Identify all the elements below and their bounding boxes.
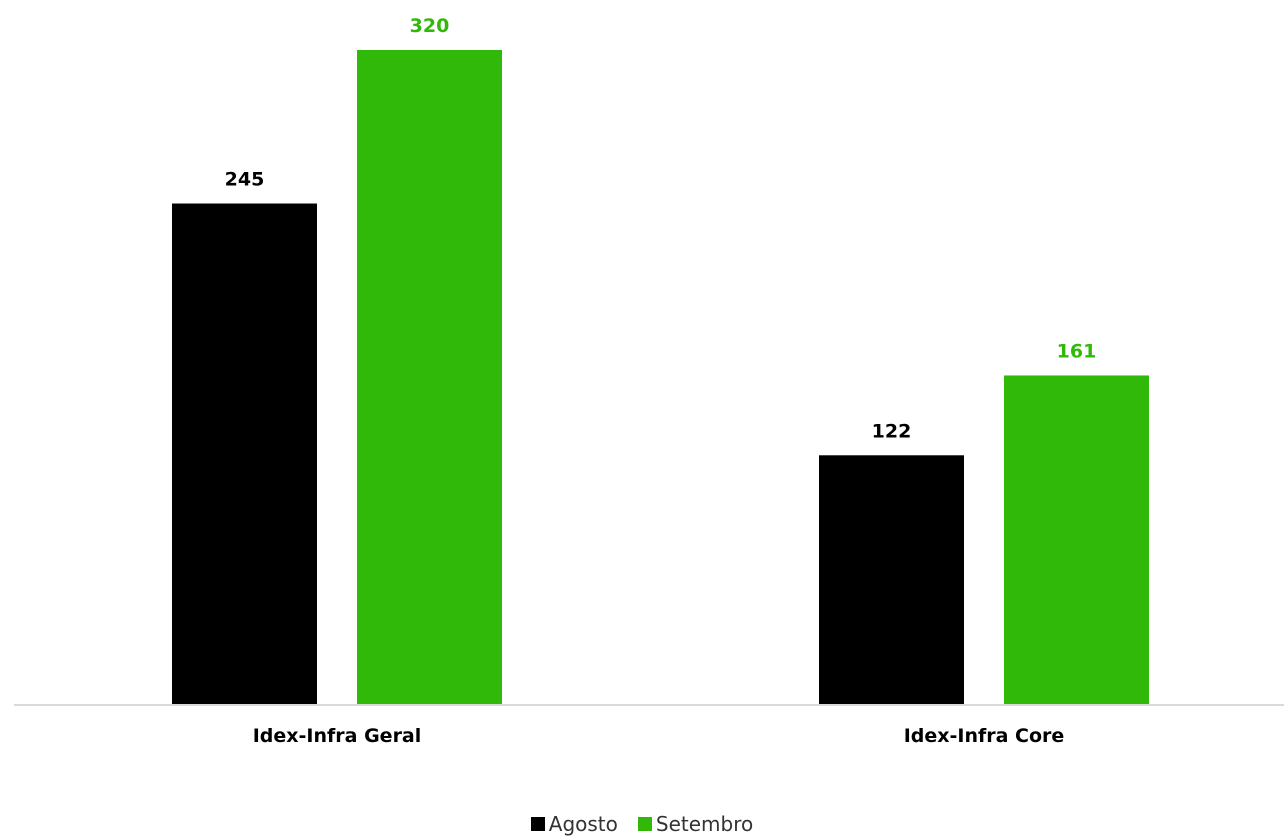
legend-label-setembro: Setembro	[655, 812, 754, 836]
category-labels-layer: Idex-Infra Geral Idex-Infra Core	[253, 725, 1065, 747]
legend-swatch-setembro	[637, 817, 652, 831]
category-label-idex-infra-core: Idex-Infra Core	[904, 725, 1065, 747]
category-label-idex-infra-geral: Idex-Infra Geral	[253, 725, 422, 747]
legend: Agosto Setembro	[0, 812, 1284, 836]
bar-agosto-idex-infra-geral	[172, 203, 317, 705]
legend-item-agosto: Agosto	[530, 812, 618, 836]
data-label-setembro-idex-infra-core: 161	[1057, 340, 1097, 362]
bar-setembro-idex-infra-core	[1004, 375, 1149, 705]
data-label-agosto-idex-infra-geral: 245	[225, 169, 265, 191]
legend-swatch-agosto	[530, 817, 545, 831]
legend-label-agosto: Agosto	[548, 812, 618, 836]
bar-agosto-idex-infra-core	[819, 455, 964, 705]
legend-item-setembro: Setembro	[637, 812, 754, 836]
bar-setembro-idex-infra-geral	[357, 50, 502, 705]
data-label-agosto-idex-infra-core: 122	[872, 420, 912, 442]
bars-layer	[172, 50, 1149, 705]
data-labels-layer: 245 320 122 161	[225, 15, 1097, 442]
data-label-setembro-idex-infra-geral: 320	[410, 15, 450, 37]
